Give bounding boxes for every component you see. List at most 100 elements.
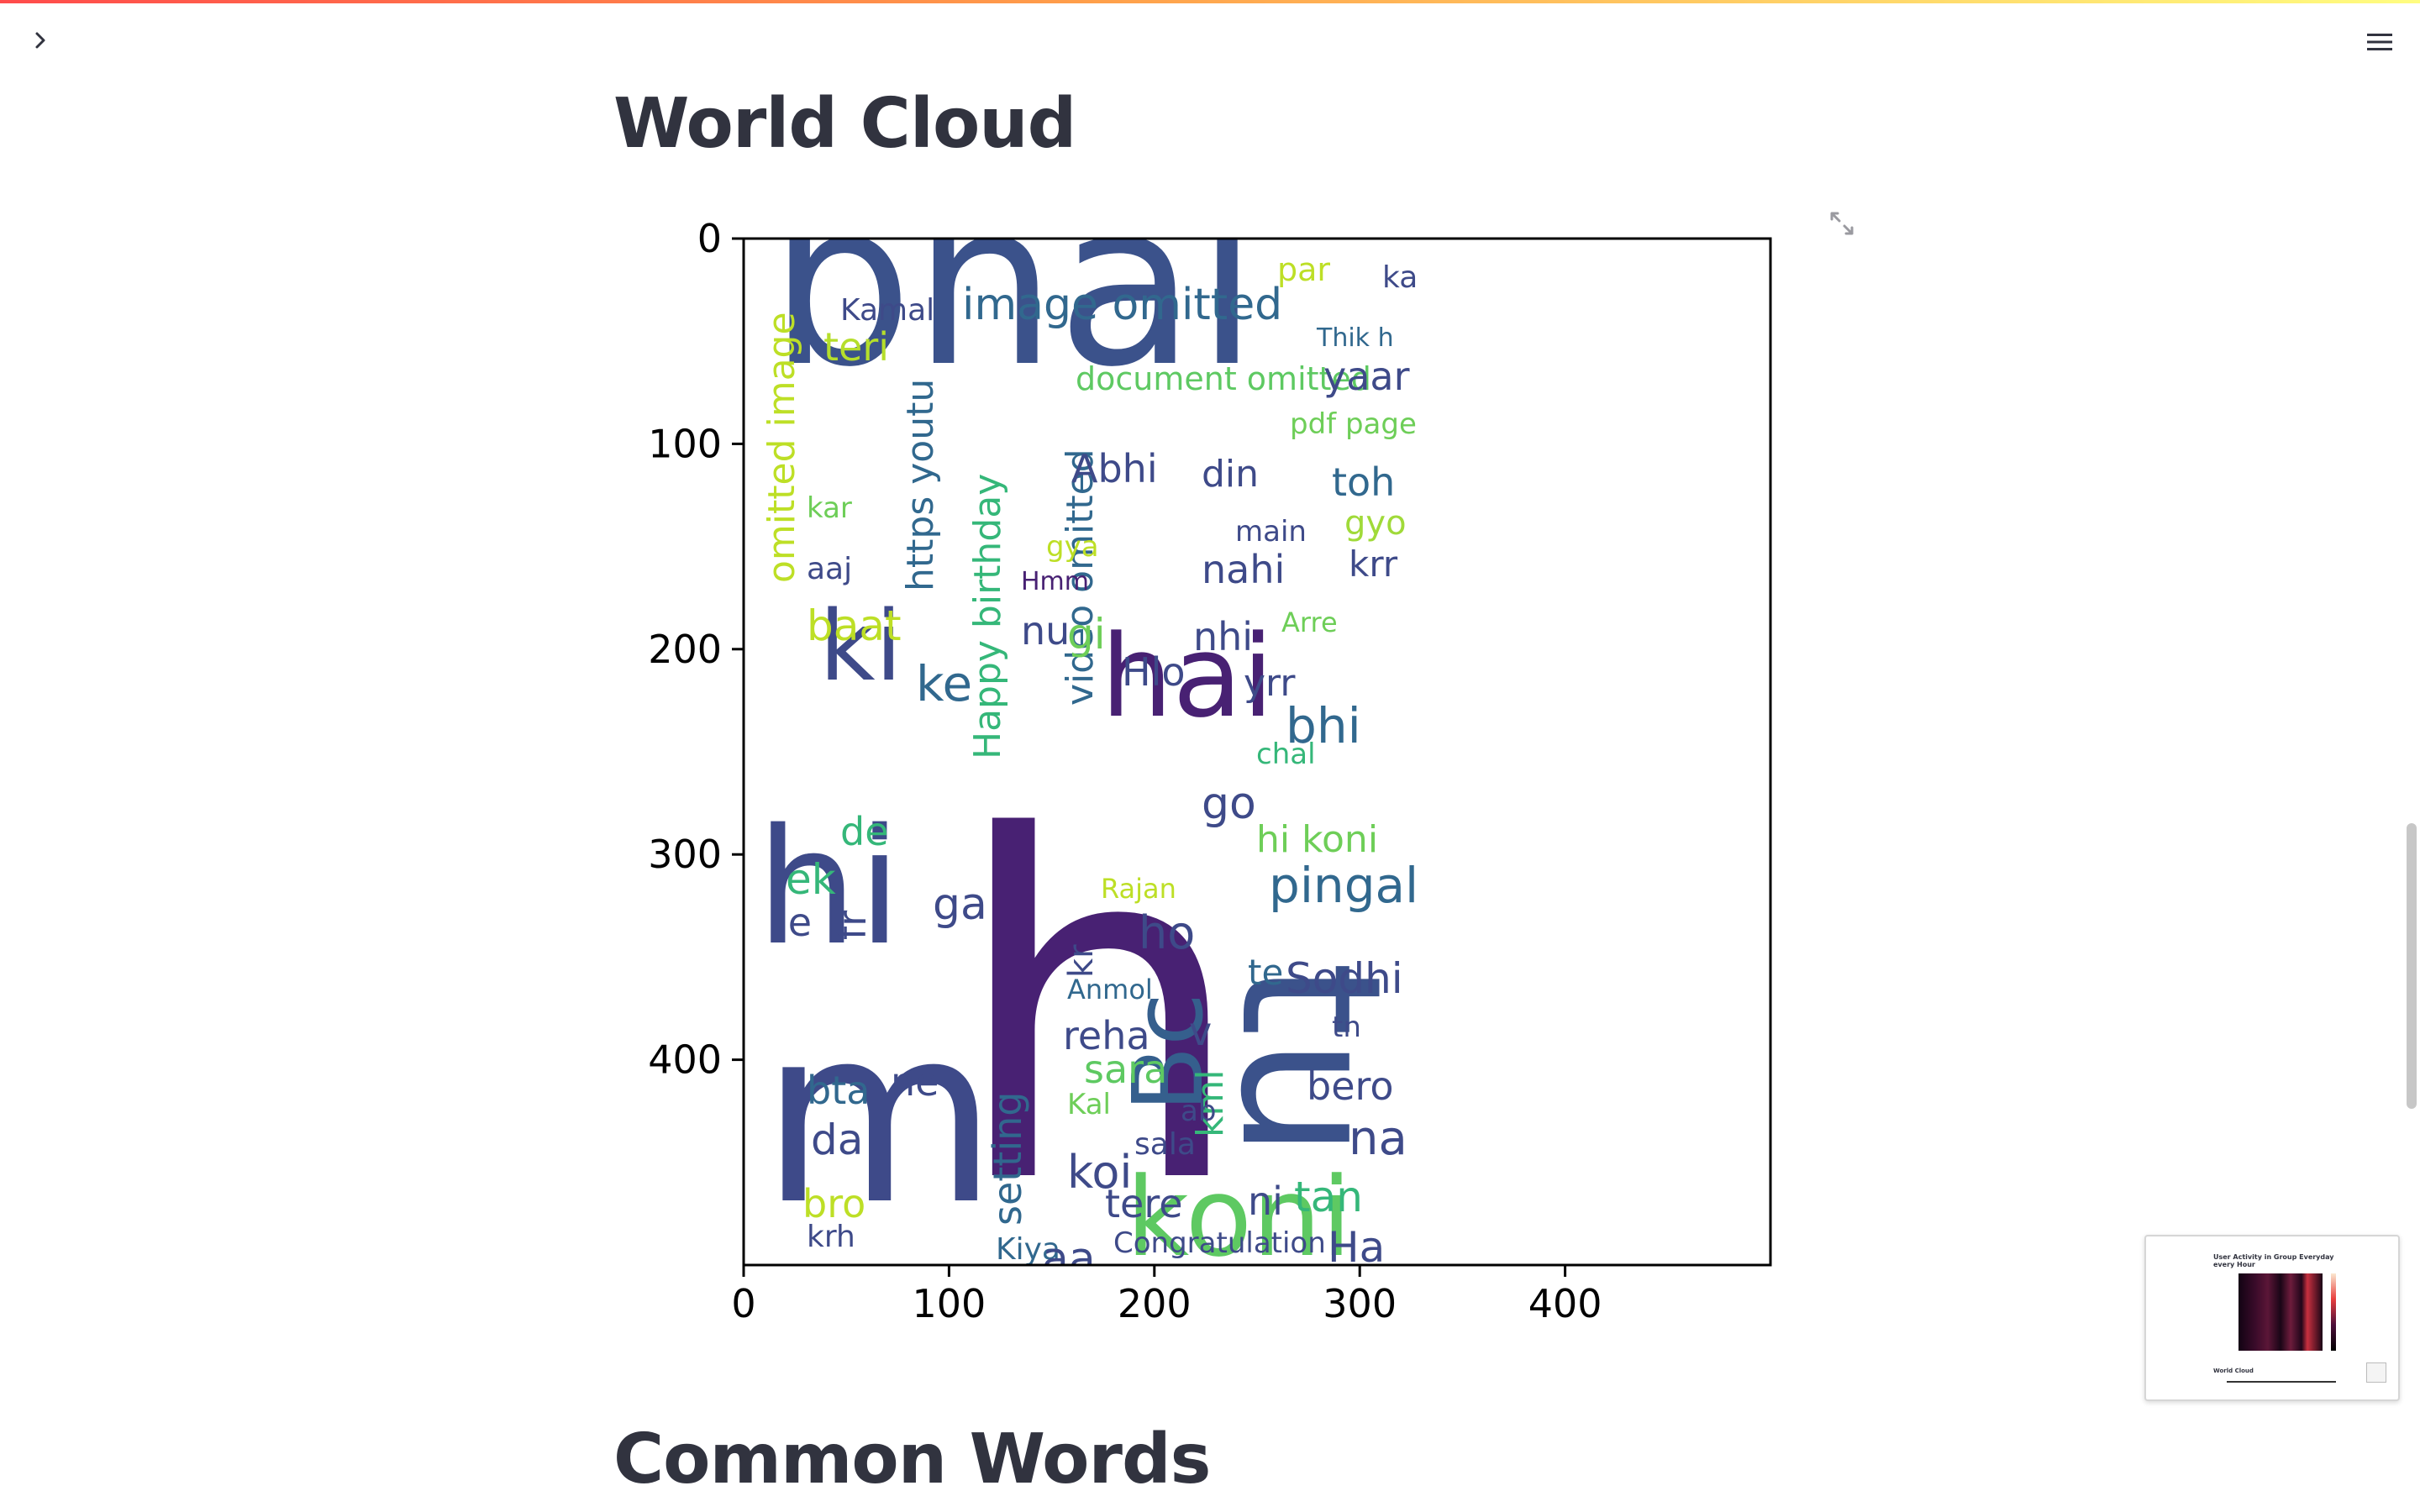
wordcloud-word: Kamal — [840, 293, 934, 328]
world-cloud-heading: World Cloud — [613, 84, 1076, 164]
wordcloud-word: ne — [891, 1059, 939, 1105]
y-tick-label: 300 — [648, 832, 722, 877]
wordcloud-word: kr — [1062, 944, 1101, 978]
wordcloud-word: hai — [1101, 611, 1274, 743]
wordcloud-word: chal — [1256, 738, 1316, 771]
wordcloud-word: bta — [807, 1068, 870, 1113]
wordcloud-word: nu — [1021, 608, 1070, 654]
wordcloud-word: gya — [1046, 530, 1099, 564]
wordcloud-word: Hlo — [1122, 649, 1186, 695]
minimap-expand-button[interactable] — [2366, 1362, 2386, 1383]
wordcloud-word: omitted image — [760, 312, 803, 583]
wordcloud-word: setting — [985, 1092, 1030, 1226]
wordcloud-word: gi — [1067, 610, 1106, 659]
fullscreen-expand-icon — [1830, 212, 1854, 235]
wordcloud-word: reha — [1063, 1013, 1150, 1058]
x-tick-label: 300 — [1323, 1281, 1397, 1326]
wordcloud-word: par — [1277, 251, 1330, 288]
wordcloud-word: bhai — [769, 205, 1259, 417]
wordcloud-word: hu — [996, 1259, 1053, 1312]
minimap-subtitle: World Cloud — [2213, 1368, 2254, 1374]
wordcloud-word: Sodhi — [1286, 954, 1403, 1003]
wordcloud-word: da — [811, 1116, 863, 1164]
wordcloud-word: sala — [1134, 1127, 1196, 1162]
minimap-heatmap — [2238, 1273, 2323, 1351]
wordcloud-word: bhi — [1286, 697, 1361, 754]
top-decoration-bar — [0, 0, 2420, 3]
wordcloud-word: ke — [916, 655, 972, 712]
x-tick-label: 200 — [1118, 1281, 1192, 1326]
minimap-colorbar — [2331, 1273, 2336, 1351]
wordcloud-word: hi koni — [1256, 818, 1378, 861]
wordcloud-word: koni — [1126, 1153, 1352, 1281]
wordcloud-word: Kal — [1067, 1088, 1111, 1121]
wordcloud-word: nahi — [1202, 547, 1285, 592]
wordcloud-word: bro — [802, 1181, 865, 1226]
wordcloud-word: din — [1202, 453, 1259, 496]
y-tick-label: 200 — [648, 627, 722, 672]
y-tick-label: 100 — [648, 421, 722, 466]
x-tick-label: 0 — [731, 1281, 755, 1326]
wordcloud-word: Abhi — [1071, 446, 1158, 491]
wordcloud-word: krh — [807, 1220, 855, 1254]
wordcloud-word: te — [1248, 952, 1283, 993]
wordcloud-word: Rajan — [1101, 873, 1176, 905]
y-tick-label: 400 — [648, 1037, 722, 1083]
wordcloud-word: gyo — [1344, 504, 1407, 543]
wordcloud-word: Anmol — [1067, 974, 1153, 1005]
wordcloud-word: bero — [1307, 1063, 1394, 1109]
wordcloud-word: tn — [1332, 1011, 1361, 1044]
wordcloud-word: main — [1235, 515, 1307, 549]
minimap-title: User Activity in Group Everyday every Ho… — [2213, 1253, 2334, 1268]
wordcloud-word: Ha — [1328, 1223, 1385, 1272]
wordcloud-word: ni — [1248, 1179, 1283, 1224]
x-tick-label: 100 — [912, 1281, 986, 1326]
wordcloud-word: Congratulation — [1113, 1226, 1326, 1260]
wordcloud-word: aa — [1042, 1234, 1096, 1284]
wordcloud-word: Kiya — [996, 1232, 1060, 1267]
wordcloud-word: ho — [1139, 906, 1195, 959]
wordcloud-word: v — [1189, 1009, 1212, 1054]
wordcloud-word: Arre — [1281, 606, 1338, 638]
wordcloud-word: aaj — [807, 552, 852, 586]
wordcloud-word: de — [840, 809, 889, 854]
wordcloud-word: ga — [933, 879, 987, 930]
wordcloud-word: sara — [1084, 1047, 1167, 1092]
fullscreen-button[interactable] — [1823, 205, 1860, 242]
wordcloud-word: tu — [1197, 961, 1422, 1159]
sidebar-toggle-button[interactable] — [22, 22, 59, 59]
wordcloud-word: go — [1202, 779, 1256, 829]
minimap-wordcloud-preview — [2227, 1381, 2336, 1394]
wordcloud-word: Thik h — [1316, 323, 1394, 353]
wordcloud-word: ch — [790, 1296, 823, 1330]
plot-frame — [742, 237, 1772, 1267]
wordcloud-word: di — [983, 1299, 1022, 1347]
wordcloud-word: ka — [1382, 260, 1418, 295]
wordcloud-word: ab — [1181, 1095, 1216, 1128]
main-menu-button[interactable] — [2360, 24, 2400, 60]
wordcloud-word: Hmm — [1021, 567, 1089, 596]
wordcloud-word: kar — [807, 491, 852, 525]
wordcloud-word: fr — [829, 911, 875, 940]
y-tick-label: 0 — [697, 216, 722, 261]
page-minimap[interactable]: User Activity in Group Everyday every Ho… — [2144, 1235, 2400, 1401]
wordcloud-figure: bhai h m hi tu koni hai ki Bc image omitted docume… — [613, 205, 1790, 1381]
wordcloud-word: kml — [1189, 1069, 1232, 1137]
wordcloud-word: h — [950, 739, 1248, 1287]
wordcloud-word: toh — [1332, 459, 1395, 505]
hamburger-menu-icon — [2367, 34, 2392, 50]
page-scrollbar[interactable] — [2407, 823, 2417, 1109]
wordcloud-word: tere — [1105, 1181, 1183, 1226]
wordcloud-word: pdf page — [1290, 407, 1417, 441]
wordcloud-word: baat — [807, 601, 902, 650]
wordcloud-word: teri — [823, 324, 889, 370]
x-tick-label: 400 — [1528, 1281, 1602, 1326]
wordcloud-word: krr — [1349, 543, 1398, 585]
wordcloud-word: ek — [786, 855, 836, 904]
wordcloud-word: tan — [1294, 1173, 1363, 1221]
wordcloud-word: na — [1349, 1111, 1407, 1166]
wordcloud-word: yrr — [1244, 662, 1296, 705]
wordcloud-word: yaar — [1323, 354, 1410, 399]
wordcloud-word: koi — [1067, 1146, 1132, 1199]
